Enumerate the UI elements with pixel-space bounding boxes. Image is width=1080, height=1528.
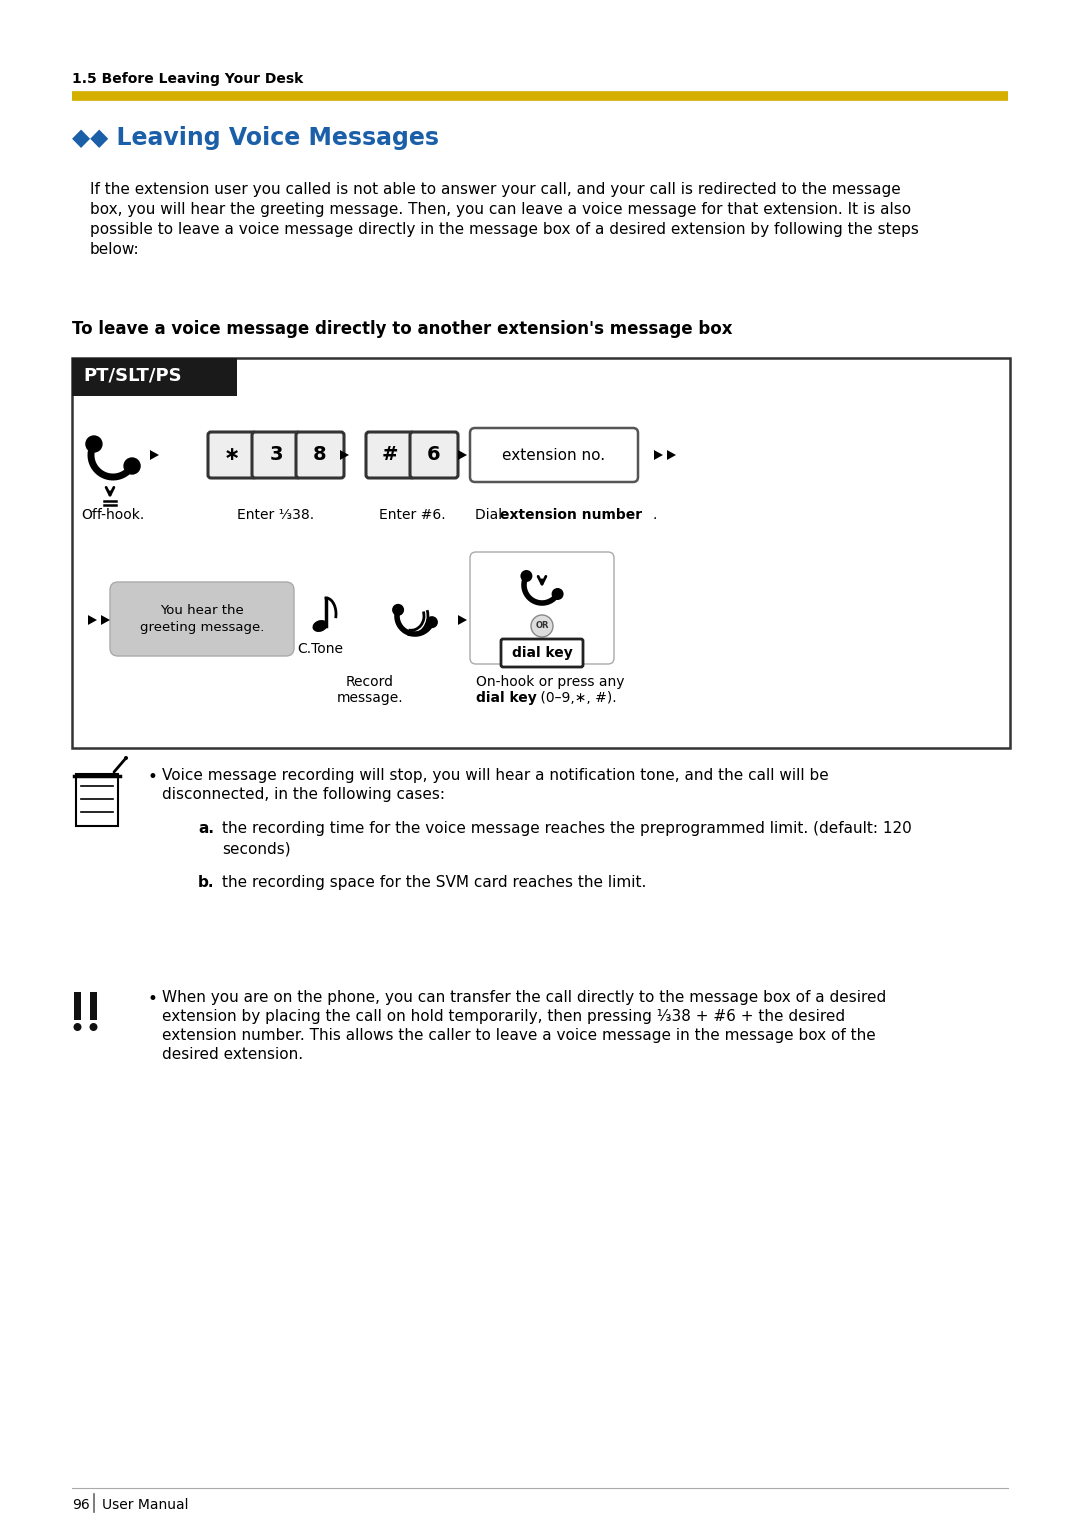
Text: OR: OR [536, 622, 549, 631]
Bar [76, 775, 118, 827]
Text: Enter ⅓38.: Enter ⅓38. [238, 507, 314, 523]
Text: •: • [148, 769, 158, 785]
Text: Record: Record [346, 675, 394, 689]
Text: extension number. This allows the caller to leave a voice message in the message: extension number. This allows the caller… [162, 1028, 876, 1044]
Text: (0–9,∗, #).: (0–9,∗, #). [536, 691, 617, 704]
FancyBboxPatch shape [366, 432, 414, 478]
Text: User Manual: User Manual [102, 1497, 189, 1513]
Text: 3: 3 [269, 445, 283, 463]
Polygon shape [654, 451, 663, 460]
Text: extension no.: extension no. [502, 449, 606, 463]
Polygon shape [87, 616, 97, 625]
Polygon shape [150, 451, 159, 460]
FancyBboxPatch shape [410, 432, 458, 478]
Circle shape [531, 614, 553, 637]
Text: message.: message. [337, 691, 403, 704]
Text: Voice message recording will stop, you will hear a notification tone, and the ca: Voice message recording will stop, you w… [162, 769, 828, 782]
Text: If the extension user you called is not able to answer your call, and your call : If the extension user you called is not … [90, 182, 901, 197]
Polygon shape [458, 451, 467, 460]
Circle shape [124, 756, 129, 759]
Text: PT/SLT/PS: PT/SLT/PS [83, 367, 181, 384]
Text: dial key: dial key [512, 646, 572, 660]
Text: extension by placing the call on hold temporarily, then pressing ⅓38 + #6 + the : extension by placing the call on hold te… [162, 1008, 846, 1024]
Circle shape [73, 1024, 81, 1031]
Text: a.: a. [198, 821, 214, 836]
Polygon shape [102, 616, 110, 625]
Text: 8: 8 [313, 445, 327, 463]
Text: seconds): seconds) [222, 840, 291, 856]
Text: below:: below: [90, 241, 139, 257]
Circle shape [521, 570, 532, 582]
Circle shape [552, 588, 564, 601]
Text: On-hook or press any: On-hook or press any [476, 675, 624, 689]
Text: #: # [381, 445, 399, 463]
Text: possible to leave a voice message directly in the message box of a desired exten: possible to leave a voice message direct… [90, 222, 919, 237]
Text: the recording space for the SVM card reaches the limit.: the recording space for the SVM card rea… [222, 876, 646, 889]
Text: ◆◆ Leaving Voice Messages: ◆◆ Leaving Voice Messages [72, 125, 438, 150]
FancyBboxPatch shape [110, 582, 294, 656]
Ellipse shape [313, 620, 327, 631]
Text: b.: b. [198, 876, 215, 889]
Circle shape [86, 435, 102, 452]
FancyBboxPatch shape [252, 432, 300, 478]
Text: Off-hook.: Off-hook. [81, 507, 145, 523]
Text: extension number: extension number [500, 507, 643, 523]
Text: .: . [653, 507, 658, 523]
Bar [90, 992, 97, 1021]
Circle shape [392, 604, 404, 616]
Text: the recording time for the voice message reaches the preprogrammed limit. (defau: the recording time for the voice message… [222, 821, 912, 836]
FancyBboxPatch shape [296, 432, 345, 478]
Circle shape [426, 616, 437, 628]
Text: box, you will hear the greeting message. Then, you can leave a voice message for: box, you will hear the greeting message.… [90, 202, 912, 217]
Text: Enter #6.: Enter #6. [379, 507, 445, 523]
Text: Dial: Dial [475, 507, 507, 523]
Text: To leave a voice message directly to another extension's message box: To leave a voice message directly to ano… [72, 319, 732, 338]
Text: ∗: ∗ [224, 445, 240, 463]
FancyBboxPatch shape [208, 432, 256, 478]
Circle shape [124, 458, 140, 474]
Text: 6: 6 [428, 445, 441, 463]
Text: dial key: dial key [476, 691, 537, 704]
Text: You hear the: You hear the [160, 604, 244, 617]
Polygon shape [458, 616, 467, 625]
Text: 96: 96 [72, 1497, 90, 1513]
Text: disconnected, in the following cases:: disconnected, in the following cases: [162, 787, 445, 802]
Bar [72, 358, 1010, 749]
Bar [72, 358, 237, 396]
Text: desired extension.: desired extension. [162, 1047, 303, 1062]
FancyBboxPatch shape [501, 639, 583, 668]
Text: greeting message.: greeting message. [139, 620, 265, 634]
Polygon shape [340, 451, 349, 460]
Circle shape [90, 1024, 97, 1031]
Polygon shape [667, 451, 676, 460]
Text: C.Tone: C.Tone [297, 642, 343, 656]
Bar [75, 992, 81, 1021]
Text: 1.5 Before Leaving Your Desk: 1.5 Before Leaving Your Desk [72, 72, 303, 86]
FancyBboxPatch shape [470, 552, 615, 665]
FancyBboxPatch shape [470, 428, 638, 481]
Text: When you are on the phone, you can transfer the call directly to the message box: When you are on the phone, you can trans… [162, 990, 887, 1005]
Text: •: • [148, 990, 158, 1008]
